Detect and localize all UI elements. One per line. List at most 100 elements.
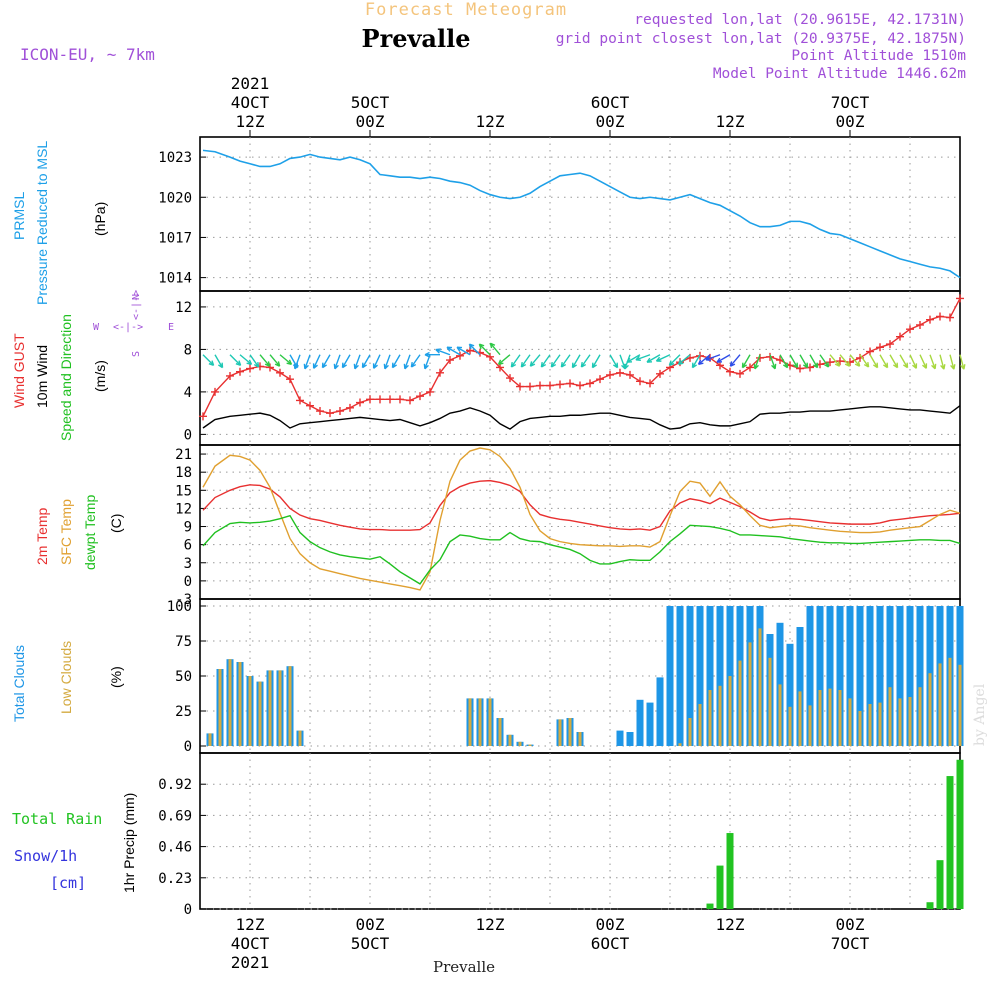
wind-gust-marker: [456, 351, 464, 360]
low-clouds-bar: [718, 685, 722, 746]
temp-ytick-label: 18: [175, 465, 192, 481]
wind-direction-arrow: [410, 354, 421, 368]
wind-side-labels: Wind GUST 10m Wind Speed and Direction (…: [11, 314, 108, 441]
total-clouds-bar: [626, 732, 634, 746]
wind-direction-arrow: [849, 354, 861, 367]
low-clouds-bar: [568, 718, 572, 746]
clouds-ytick-label: 25: [175, 704, 192, 720]
clouds-ytick-label: 50: [175, 669, 192, 685]
wind-gust-marker: [886, 340, 894, 349]
precip-unit-label: 1hr Precip (mm): [121, 793, 137, 893]
temp-ytick-label: -3: [175, 592, 192, 608]
snow-legend: Snow/1h: [14, 847, 77, 865]
wind-direction-arrow: [361, 354, 371, 369]
total-clouds-bar: [656, 677, 664, 746]
wind-gust-marker: [576, 381, 584, 390]
wind-gust-marker: [646, 379, 654, 388]
clouds-panel: 100 75 50 25 0: [167, 598, 964, 755]
temp-ytick-label: 21: [175, 447, 192, 463]
low-clouds-bar: [808, 705, 812, 746]
temp-unit-label: (C): [108, 514, 124, 533]
temp-side-labels: 2m Temp SFC Temp dewpt Temp (C): [34, 495, 124, 570]
total-clouds-bar: [866, 606, 874, 746]
total-clouds-bar: [806, 606, 814, 746]
wind-direction-arrow: [677, 354, 691, 366]
precip-ytick-label: 0.92: [158, 777, 192, 793]
temperature-panel: 21 18 15 12 9 6 3 0 -3: [175, 444, 961, 608]
low-clouds-bar: [278, 670, 282, 746]
wind-direction-arrow: [729, 354, 741, 367]
wind-direction-arrow: [869, 354, 879, 369]
low-clouds-bar: [258, 681, 262, 746]
wind-gust-marker: [956, 294, 964, 303]
low-clouds-bar: [248, 676, 252, 746]
wind-direction-arrow: [372, 354, 381, 369]
wind-direction-arrow: [668, 354, 681, 366]
wind-gust-marker: [876, 343, 884, 352]
clouds-side-labels: Total Clouds Low Clouds (%): [11, 641, 124, 722]
wind-direction-arrow: [879, 354, 889, 369]
low-clouds-bar: [728, 676, 732, 746]
total-clouds-bar: [856, 606, 864, 746]
wind-direction-arrow: [489, 342, 501, 356]
pressure-ytick-label: 1023: [158, 150, 192, 166]
wind-direction-arrow: [279, 354, 293, 366]
wind-speed-dir-label: Speed and Direction: [58, 314, 74, 441]
total-clouds-bar: [826, 606, 834, 746]
wind-gust-marker: [746, 363, 754, 372]
precip-ytick-label: 0.23: [158, 871, 192, 887]
wind-direction-arrow: [839, 354, 851, 367]
low-clouds-bar: [938, 663, 942, 746]
low-clouds-bar: [818, 690, 822, 746]
footer-location: Prevalle: [433, 958, 495, 976]
wind-direction-arrow: [635, 354, 651, 362]
top-time-label: 00Z: [836, 112, 865, 131]
pressure-panel: 1023 1020 1017 1014: [158, 136, 961, 292]
wind-gust-marker: [316, 407, 324, 416]
model-point-altitude: Model Point Altitude 1446.62m: [713, 66, 966, 82]
wind-direction-arrow: [214, 354, 224, 369]
low-clouds-bar: [888, 687, 892, 746]
wind-direction-arrow: [202, 354, 215, 366]
low-clouds-bar: [798, 691, 802, 746]
temp-dewpt-line: [202, 514, 961, 585]
wind-gust-marker: [226, 371, 234, 380]
compass-east: E: [168, 322, 174, 333]
wind-direction-arrow: [929, 354, 937, 370]
wind-10m-line: [202, 405, 961, 430]
precip-side-labels: Total Rain Snow/1h [cm] 1hr Precip (mm): [12, 793, 137, 893]
wind-gust-marker: [326, 409, 334, 418]
temp-ytick-label: 15: [175, 483, 192, 499]
total-clouds-bar: [616, 730, 624, 746]
wind-direction-arrow: [809, 354, 819, 369]
low-clouds-bar: [268, 670, 272, 746]
prmsl-label: PRMSL: [11, 192, 27, 240]
low-clouds-bar: [528, 744, 532, 746]
top-time-label: 00Z: [356, 112, 385, 131]
wind-direction-arrow: [626, 354, 641, 363]
low-clouds-bar: [768, 657, 772, 746]
temp-dewpt-label: dewpt Temp: [82, 495, 98, 570]
total-clouds-bar: [636, 699, 644, 746]
wind-direction-arrow: [829, 354, 841, 367]
low-clouds-bar: [948, 657, 952, 746]
wind-direction-arrow: [919, 354, 928, 369]
wind-gust-marker: [496, 363, 504, 372]
total-clouds-bar: [846, 606, 854, 746]
watermark: by Angel: [972, 683, 988, 746]
meteogram-subtitle: Forecast Meteogram: [365, 0, 567, 20]
wind-gust-label: Wind GUST: [11, 333, 27, 408]
wind-gust-marker: [596, 375, 604, 384]
low-clouds-bar: [758, 628, 762, 746]
wind-direction-arrow: [456, 346, 471, 356]
wind-gust-marker: [636, 377, 644, 386]
low-clouds-bar: [288, 666, 292, 746]
low-clouds-label: Low Clouds: [58, 641, 74, 714]
bottom-time-label: 4OCT: [231, 934, 270, 953]
top-time-label: 00Z: [596, 112, 625, 131]
total-clouds-bar: [836, 606, 844, 746]
wind-ytick-label: 12: [175, 300, 192, 316]
wind-gust-marker: [946, 313, 954, 322]
